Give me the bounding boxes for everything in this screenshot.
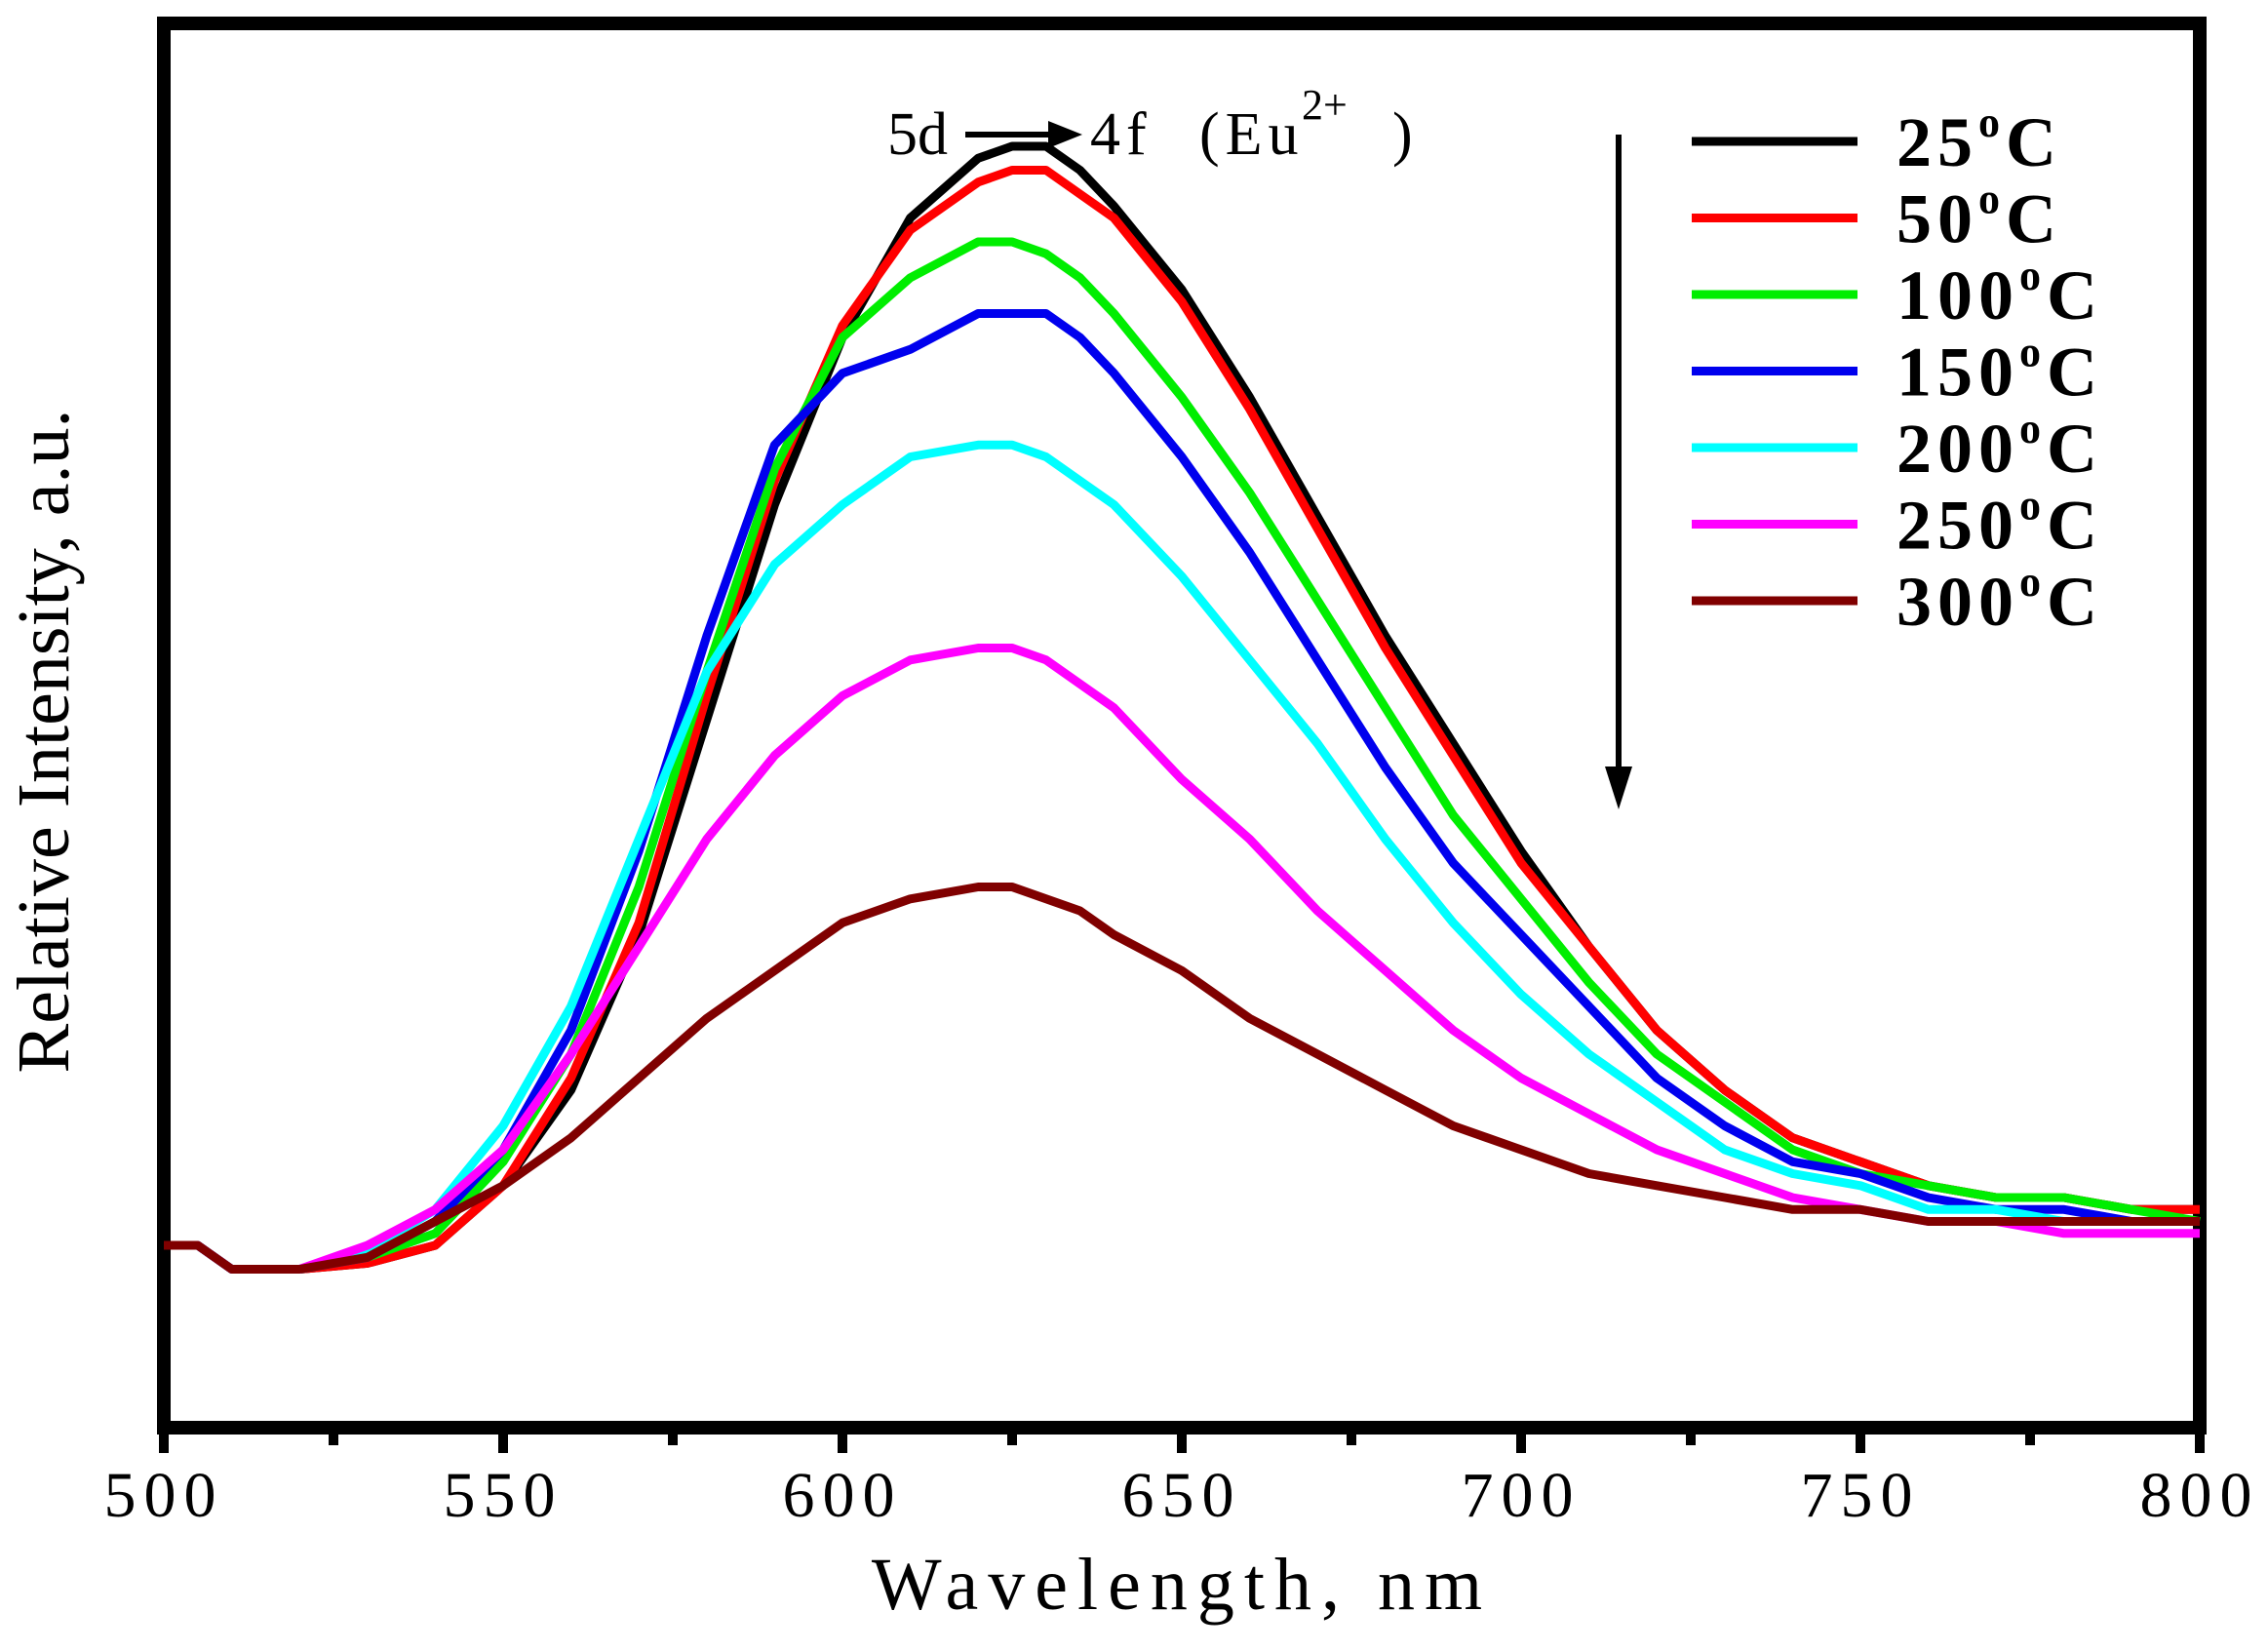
temperature-arrow	[1605, 135, 1632, 809]
legend-label: 150oC	[1897, 329, 2103, 412]
x-tick-label: 600	[783, 1460, 903, 1531]
series-line-300	[164, 883, 2200, 1274]
y-axis-title: Relative Intensity, a.u.	[3, 410, 85, 1074]
series-line-250	[164, 644, 2200, 1274]
legend-item-200: 200oC	[1692, 405, 2103, 488]
legend-item-100: 100oC	[1692, 252, 2103, 334]
legend-item-50: 50oC	[1692, 176, 2062, 258]
legend-item-25: 25oC	[1692, 98, 2062, 181]
annotation-to: 4f	[1090, 101, 1153, 168]
annotation-superscript: 2+	[1302, 81, 1348, 129]
annotation-arrowhead-icon	[1048, 121, 1082, 148]
series-line-100	[164, 237, 2201, 1274]
series-lines	[164, 141, 2201, 1274]
legend-label: 200oC	[1897, 405, 2103, 488]
series-line-25	[164, 141, 2200, 1274]
x-axis-title: Wavelength, nm	[872, 1544, 1492, 1626]
series-line-150	[164, 309, 2200, 1274]
legend-item-150: 150oC	[1692, 329, 2103, 412]
series-line-200	[164, 440, 2200, 1274]
x-tick-label: 500	[104, 1460, 224, 1531]
legend-label: 50oC	[1897, 176, 2062, 258]
temperature-arrowhead-icon	[1605, 767, 1632, 809]
legend-item-300: 300oC	[1692, 558, 2103, 641]
x-axis-ticks: 500 550 600 650 700 750 800	[104, 1428, 2260, 1531]
legend-label: 300oC	[1897, 558, 2103, 641]
legend-label: 25oC	[1897, 98, 2062, 181]
annotation-from: 5d	[887, 101, 948, 168]
x-tick-label: 750	[1801, 1460, 1921, 1531]
legend-item-250: 250oC	[1692, 482, 2103, 565]
annotation-close: )	[1392, 101, 1413, 168]
legend-label: 100oC	[1897, 252, 2103, 334]
x-tick-label: 800	[2140, 1460, 2260, 1531]
legend-label: 250oC	[1897, 482, 2103, 565]
series-line-50	[164, 166, 2200, 1274]
x-tick-label: 700	[1462, 1460, 1582, 1531]
annotation-ion: (Eu	[1199, 101, 1305, 168]
transition-annotation: 5d 4f (Eu 2+ )	[887, 81, 1413, 168]
x-tick-label: 550	[444, 1460, 564, 1531]
x-tick-label: 650	[1122, 1460, 1242, 1531]
